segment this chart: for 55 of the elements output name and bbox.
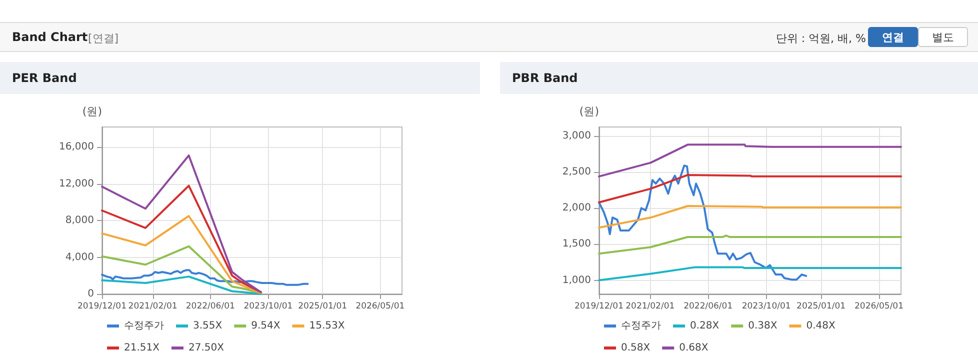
line-series <box>598 144 902 178</box>
x-tick-label: 2021/02/01 <box>626 302 675 312</box>
line-series <box>598 164 808 281</box>
toggle-button: 연결 <box>868 27 918 47</box>
y-tick-label: 2,000 <box>562 202 591 214</box>
x-tick-label: 2019/12/01 <box>574 302 624 312</box>
line-series <box>598 204 902 229</box>
x-tick-label: 2022/06/01 <box>186 302 235 312</box>
chart-title: PER Band <box>0 62 480 94</box>
chart-title: PBR Band <box>500 62 978 94</box>
y-tick-label: 8,000 <box>65 215 94 226</box>
x-tick-label: 2026/05/01 <box>356 302 405 312</box>
y-axis-title: (원) <box>579 105 599 118</box>
x-tick-label: 2022/06/01 <box>684 302 733 312</box>
legend-label: 0.38X <box>748 320 778 332</box>
x-tick-label: 2025/01/01 <box>298 302 348 312</box>
line-series <box>101 245 262 294</box>
x-tick-label: 2023/10/01 <box>244 302 293 312</box>
y-tick-label: 1,500 <box>562 238 591 250</box>
y-tick-label: 3,000 <box>562 130 591 142</box>
y-tick-label: 1,000 <box>562 274 591 286</box>
text: Band Chart <box>12 30 88 44</box>
legend-label: 수정주가 <box>124 320 164 332</box>
line-series <box>101 276 262 295</box>
legend-label: 0.48X <box>806 320 836 332</box>
x-tick-label: 2021/02/01 <box>128 302 178 312</box>
legend-label: 0.68X <box>679 342 708 354</box>
legend-label: 0.58X <box>621 342 650 354</box>
legend-label: 21.51X <box>124 342 160 354</box>
text: [연결] <box>88 31 119 46</box>
line-series <box>101 154 262 294</box>
y-tick-label: 12,000 <box>59 178 94 190</box>
legend-label: 15.53X <box>309 320 345 332</box>
line-series <box>101 269 309 286</box>
legend-label: 0.28X <box>690 320 720 332</box>
toggle-button: 별도 <box>918 27 968 47</box>
y-tick-label: 0 <box>88 288 94 300</box>
y-tick-label: 16,000 <box>59 142 94 153</box>
x-tick-label: 2023/10/01 <box>742 302 791 312</box>
line-series <box>598 266 902 282</box>
legend-label: 3.55X <box>193 320 222 332</box>
line-series <box>598 174 902 204</box>
y-tick-label: 2,500 <box>562 166 591 178</box>
x-tick-label: 2019/12/01 <box>78 302 126 312</box>
legend-label: 수정주가 <box>621 320 661 332</box>
x-tick-label: 2026/05/01 <box>854 302 904 312</box>
legend-label: 27.50X <box>188 342 224 354</box>
y-tick-label: 4,000 <box>65 252 94 263</box>
line-series <box>101 215 262 294</box>
x-tick-label: 2025/01/01 <box>796 302 846 312</box>
y-axis-title: (원) <box>82 105 102 118</box>
line-series <box>101 184 262 294</box>
text: 단위 : 억원, 배, % <box>776 31 866 46</box>
legend-label: 9.54X <box>251 320 280 332</box>
line-series <box>598 234 902 255</box>
